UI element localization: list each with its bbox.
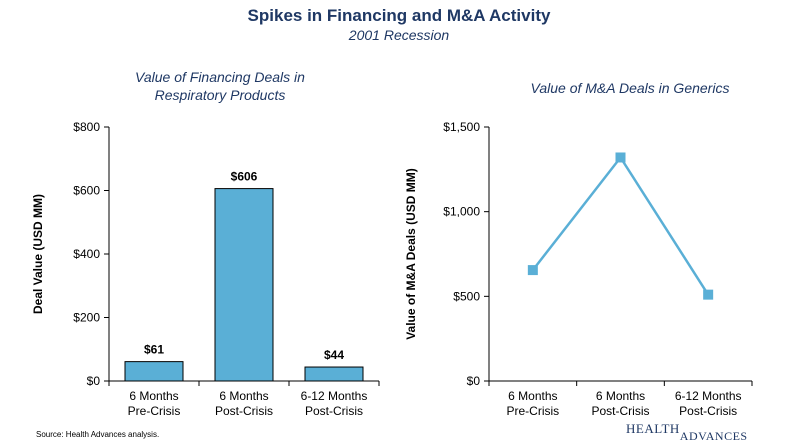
chart2-y-tick-label: $1,000 <box>443 205 480 219</box>
bar-data-label: $606 <box>231 170 258 184</box>
chart1-y-tick-label: $600 <box>73 184 100 198</box>
chart1-x-tick-label: 6 Months <box>129 389 178 403</box>
bar <box>214 188 274 382</box>
data-point-marker <box>527 265 538 276</box>
chart2-x-tick-label: Post-Crisis <box>679 404 737 418</box>
chart2-x-tick-label: Pre-Crisis <box>506 404 559 418</box>
chart1-x-tick-label: Post-Crisis <box>215 404 273 418</box>
chart2-y-tick-label: $1,500 <box>443 120 480 134</box>
chart2-x-tick-label: 6 Months <box>596 389 645 403</box>
chart1-x-tick-label: Pre-Crisis <box>128 404 181 418</box>
chart1-y-tick-label: $400 <box>73 247 100 261</box>
chart2-title-line1: Value of M&A Deals in Generics <box>530 80 730 96</box>
data-point-marker <box>703 289 714 300</box>
chart2-x-tick-label: 6 Months <box>508 389 557 403</box>
chart2-y-tick-label: $500 <box>453 289 480 303</box>
chart1-title-line2: Respiratory Products <box>154 87 286 103</box>
chart1-y-tick-label: $0 <box>87 374 101 388</box>
page-subtitle: 2001 Recession <box>348 27 450 43</box>
page-title: Spikes in Financing and M&A Activity <box>247 6 551 25</box>
bar-data-label: $44 <box>324 348 344 362</box>
chart2-x-tick-label: Post-Crisis <box>591 404 649 418</box>
source-note: Source: Health Advances analysis. <box>36 430 160 439</box>
chart1-x-tick-label: 6-12 Months <box>301 389 368 403</box>
chart2-title: Value of M&A Deals in Generics <box>480 79 780 97</box>
chart2-x-tick-label: 6-12 Months <box>675 389 742 403</box>
chart2-y-tick-label: $0 <box>467 374 481 388</box>
chart2-y-axis-label: Value of M&A Deals (USD MM) <box>404 168 418 340</box>
bar <box>124 361 184 382</box>
bar <box>304 366 364 382</box>
logo-sub: ADVANCES <box>679 429 748 443</box>
data-point-marker <box>615 152 626 163</box>
chart1-y-tick-label: $200 <box>73 311 100 325</box>
bar-data-label: $61 <box>144 343 164 357</box>
chart1-y-tick-label: $800 <box>73 120 100 134</box>
health-advances-logo: HEALTHADVANCES <box>626 421 748 443</box>
chart1-x-tick-label: Post-Crisis <box>305 404 363 418</box>
chart1-title-line1: Value of Financing Deals in <box>135 69 305 85</box>
chart1-y-axis-label: Deal Value (USD MM) <box>31 194 45 314</box>
chart1-title: Value of Financing Deals in Respiratory … <box>95 68 345 104</box>
chart1-x-tick-label: 6 Months <box>219 389 268 403</box>
logo-main: HEALTH <box>626 421 680 436</box>
series-line <box>531 155 710 296</box>
